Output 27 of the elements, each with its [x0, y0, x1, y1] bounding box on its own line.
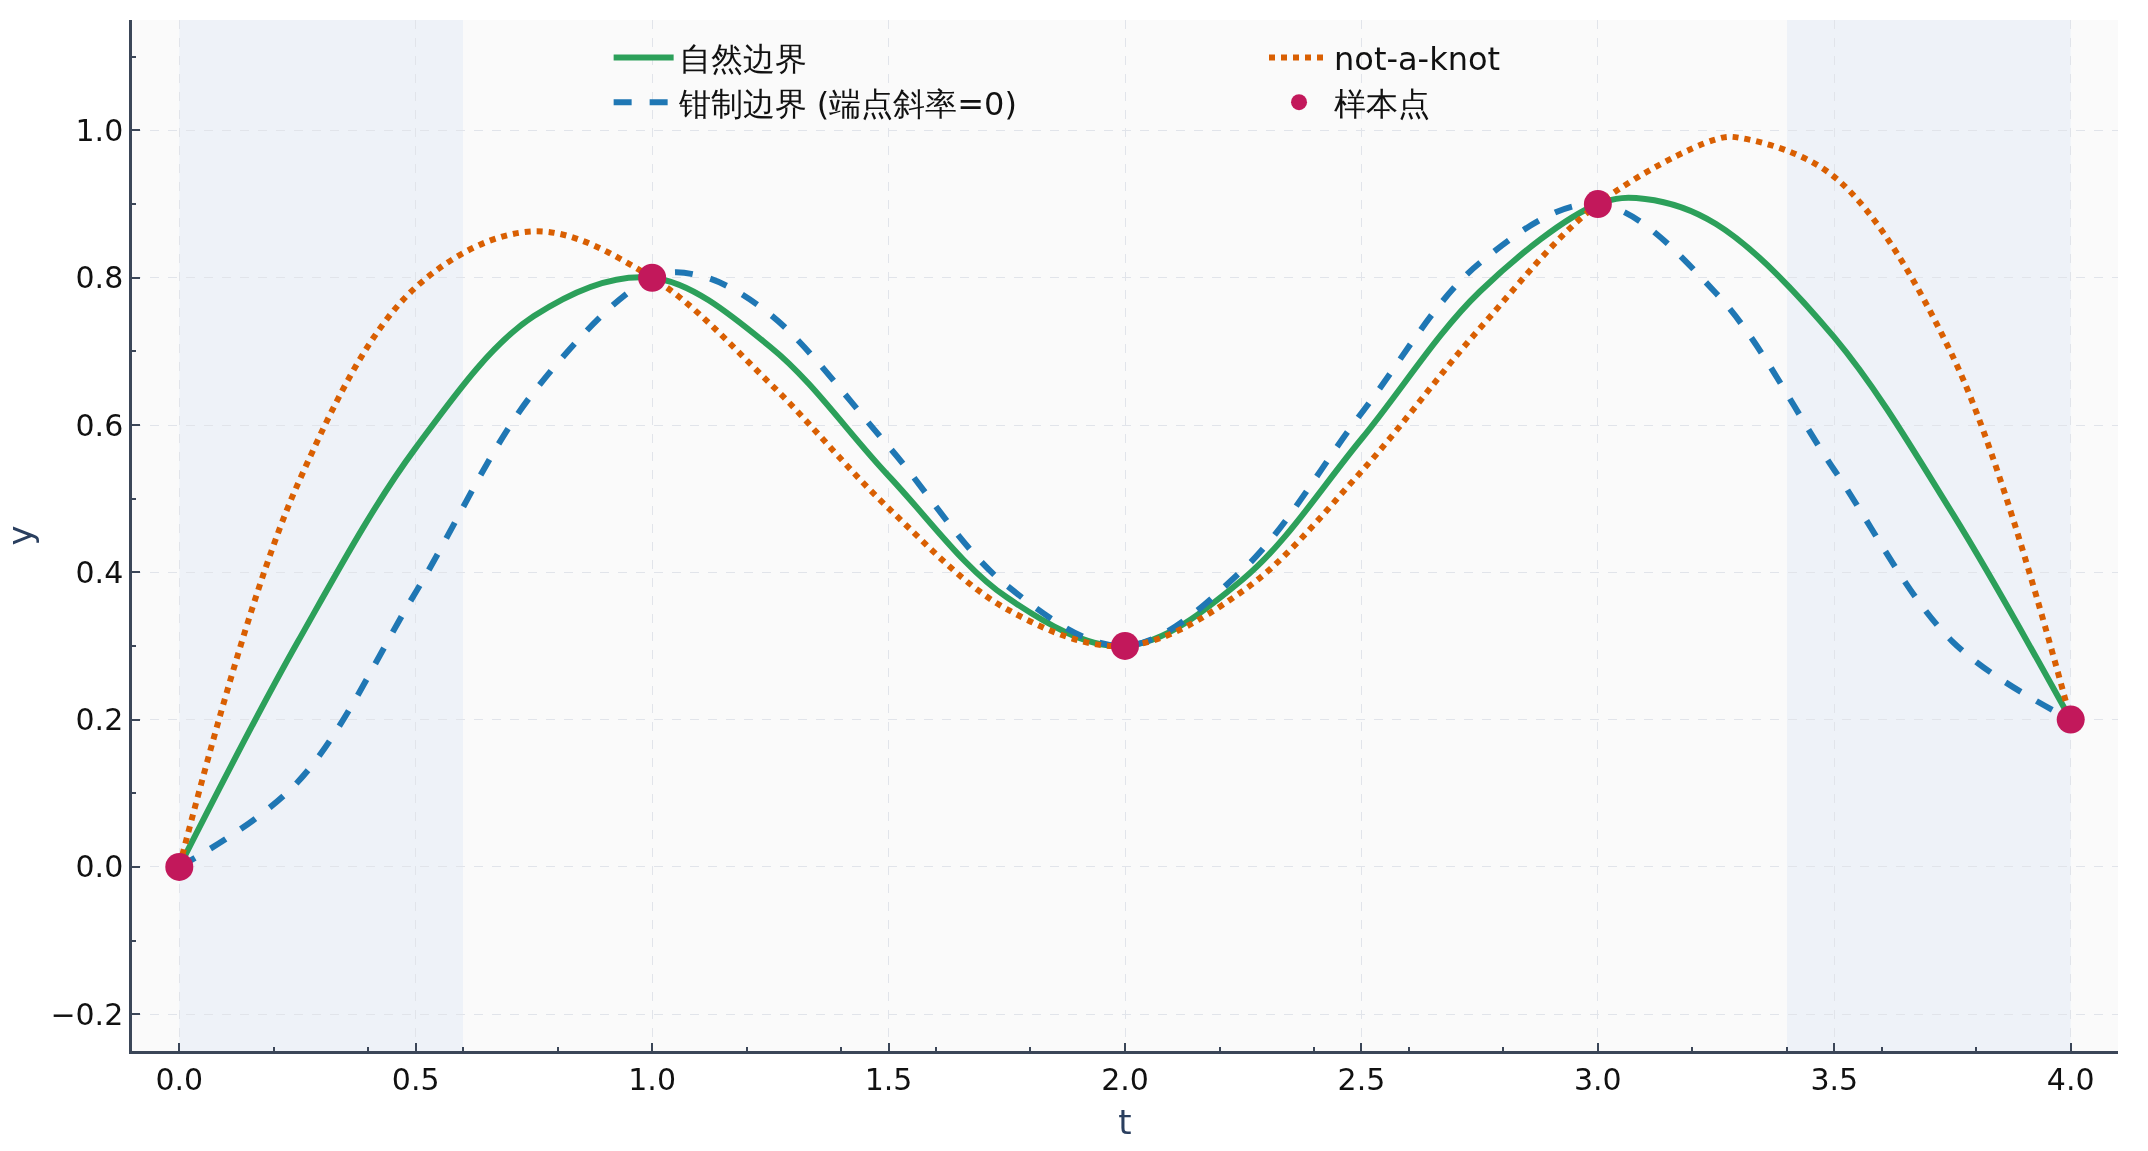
y-tick-label: 0.0: [75, 849, 124, 885]
y-tick-label: 1.0: [75, 112, 124, 148]
legend-label: 自然边界: [678, 40, 807, 79]
point: [638, 263, 667, 292]
y-tick-label: 0.6: [75, 407, 124, 443]
point: [2056, 705, 2085, 734]
legend-label: not-a-knot: [1334, 40, 1501, 79]
y-tick-label: 0.4: [75, 554, 124, 590]
x-tick-label: 3.5: [1810, 1061, 1859, 1097]
x-tick-label: 3.0: [1574, 1061, 1622, 1097]
x-tick-label: 0.0: [155, 1061, 204, 1097]
y-tick-label: 0.8: [75, 260, 124, 296]
x-axis-title: t: [1118, 1102, 1132, 1143]
x-tick-label: 0.5: [391, 1061, 440, 1097]
legend-label: 样本点: [1334, 84, 1431, 123]
x-tick-label: 2.0: [1101, 1061, 1149, 1097]
point: [1111, 631, 1139, 660]
legend-label: 钳制边界 (端点斜率=0): [677, 84, 1017, 123]
x-tick-label: 4.0: [2046, 1061, 2095, 1097]
x-tick-label: 2.5: [1337, 1061, 1386, 1097]
y-tick-label: −0.2: [50, 996, 124, 1032]
x-tick-label: 1.0: [628, 1061, 676, 1097]
y-tick-label: 0.2: [75, 702, 124, 738]
y-axis-title: y: [0, 525, 40, 546]
point: [1583, 190, 1612, 219]
point: [165, 852, 194, 881]
x-tick-label: 1.5: [864, 1061, 913, 1097]
